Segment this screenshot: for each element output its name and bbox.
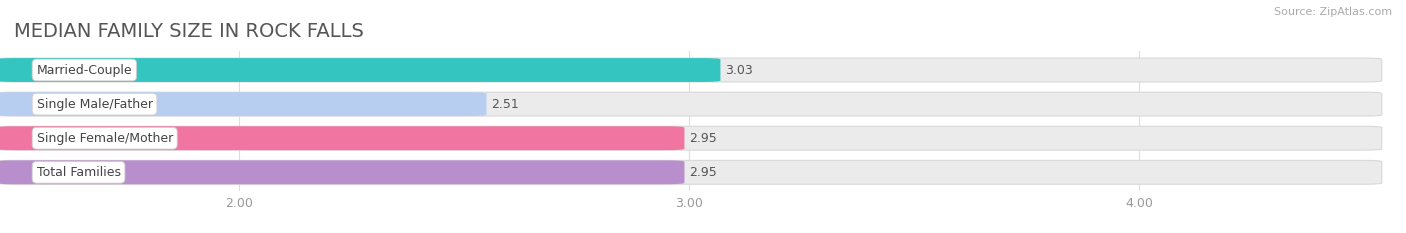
- Text: Source: ZipAtlas.com: Source: ZipAtlas.com: [1274, 7, 1392, 17]
- FancyBboxPatch shape: [0, 160, 685, 184]
- Text: MEDIAN FAMILY SIZE IN ROCK FALLS: MEDIAN FAMILY SIZE IN ROCK FALLS: [14, 22, 364, 41]
- Text: Single Female/Mother: Single Female/Mother: [37, 132, 173, 145]
- Text: Single Male/Father: Single Male/Father: [37, 98, 153, 111]
- Text: 3.03: 3.03: [725, 64, 752, 76]
- FancyBboxPatch shape: [0, 92, 1382, 116]
- FancyBboxPatch shape: [0, 92, 486, 116]
- FancyBboxPatch shape: [0, 160, 1382, 184]
- Text: Married-Couple: Married-Couple: [37, 64, 132, 76]
- Text: 2.51: 2.51: [491, 98, 519, 111]
- FancyBboxPatch shape: [0, 126, 685, 150]
- Text: 2.95: 2.95: [689, 166, 717, 179]
- Text: 2.95: 2.95: [689, 132, 717, 145]
- FancyBboxPatch shape: [0, 58, 1382, 82]
- FancyBboxPatch shape: [0, 58, 720, 82]
- Text: Total Families: Total Families: [37, 166, 121, 179]
- FancyBboxPatch shape: [0, 126, 1382, 150]
